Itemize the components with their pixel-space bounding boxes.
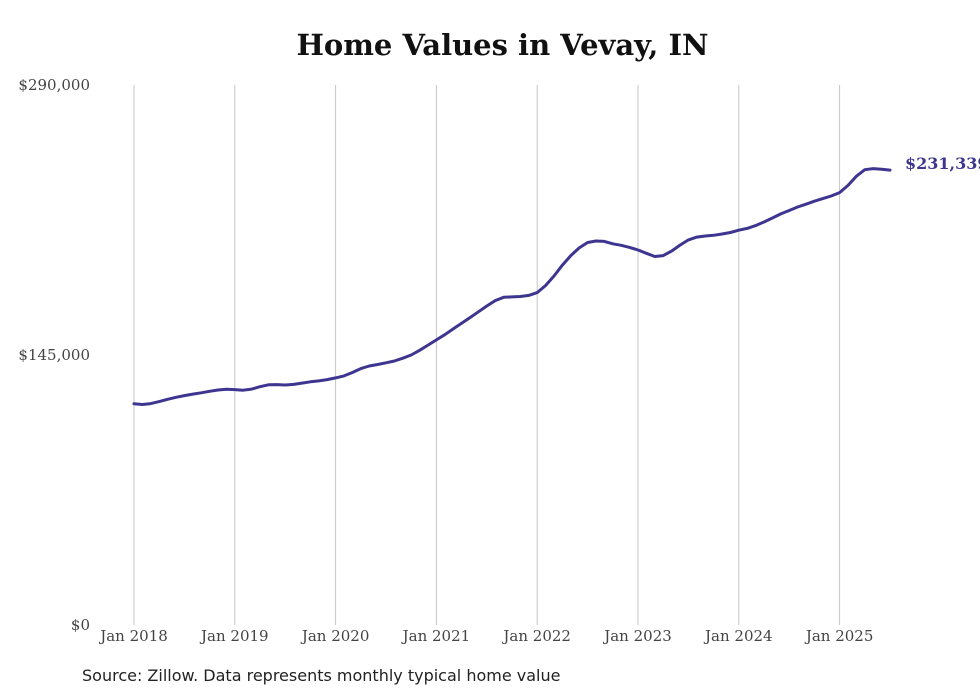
x-tick-label: Jan 2024 <box>703 627 773 645</box>
series-line <box>132 167 892 406</box>
x-tick-label: Jan 2020 <box>300 627 370 645</box>
x-tick-label: Jan 2021 <box>401 627 471 645</box>
end-value-label: $231,339 <box>905 154 980 173</box>
source-note: Source: Zillow. Data represents monthly … <box>82 666 561 685</box>
y-tick-label: $0 <box>71 616 90 634</box>
chart-title: Home Values in Vevay, IN <box>296 28 709 62</box>
x-tick-label: Jan 2025 <box>804 627 874 645</box>
x-tick-label: Jan 2019 <box>199 627 269 645</box>
x-tick-label: Jan 2018 <box>98 627 168 645</box>
y-tick-label: $145,000 <box>18 346 90 364</box>
x-tick-label: Jan 2023 <box>602 627 672 645</box>
x-tick-label: Jan 2022 <box>501 627 571 645</box>
y-tick-label: $290,000 <box>18 76 90 94</box>
